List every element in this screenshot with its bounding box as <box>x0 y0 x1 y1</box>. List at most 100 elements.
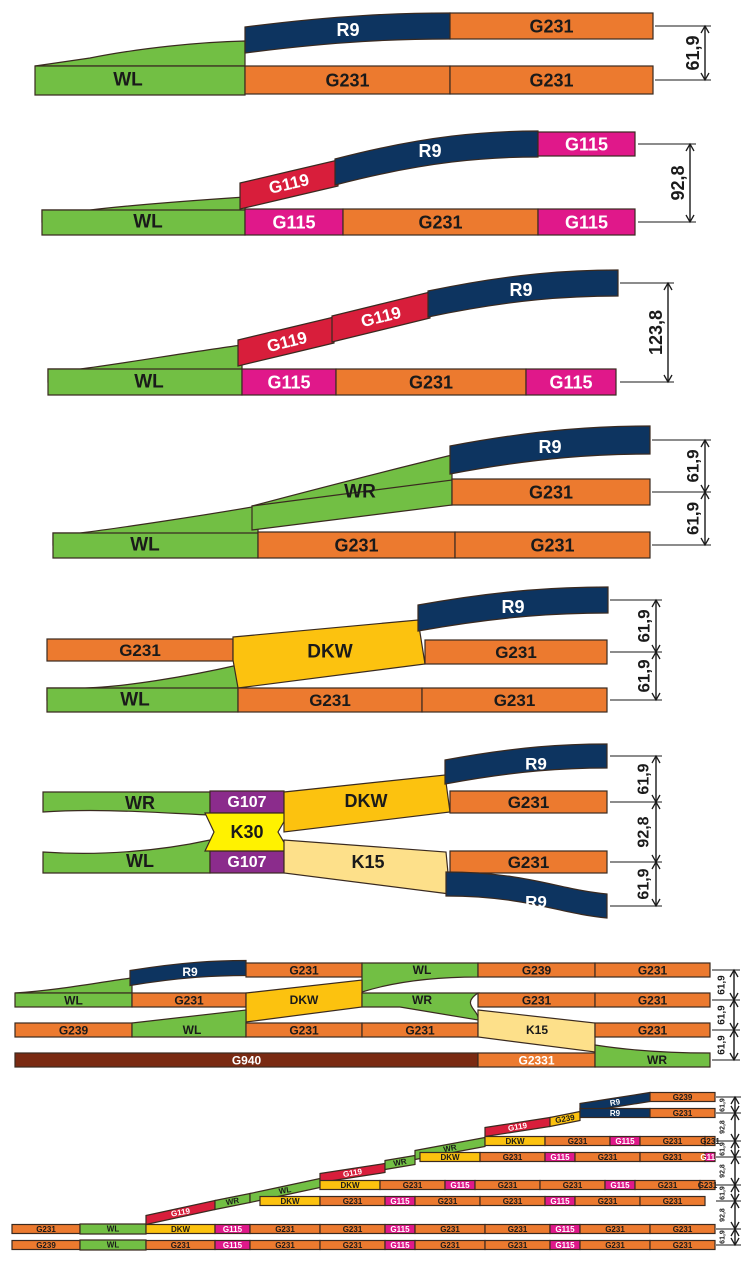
label-dkw: DKW <box>171 1225 191 1234</box>
layout-1-wl-r9: WL R9 G231 G231 G231 61,9 <box>34 12 711 96</box>
label-g107: G107 <box>227 854 266 871</box>
track-segment-g231 <box>342 208 539 236</box>
label-g231: G231 <box>403 1181 423 1190</box>
label-dkw: DKW <box>345 791 388 811</box>
label-g231: G231 <box>409 373 453 393</box>
dimension-value-d619: 61,9 <box>720 1098 727 1112</box>
label-r9: R9 <box>336 20 359 40</box>
turnout-wl-head <box>14 977 133 994</box>
dimension-arrow <box>700 72 710 82</box>
ladder-diagonal-g239 <box>549 1110 581 1128</box>
label-g119: G119 <box>170 1206 191 1218</box>
curve-r9 <box>417 586 609 632</box>
label-dkw: DKW <box>440 1153 460 1162</box>
dimension-arrow <box>685 142 695 152</box>
label-g231: G231 <box>334 536 378 556</box>
label-dkw: DKW <box>340 1181 360 1190</box>
label-r9: R9 <box>525 893 547 912</box>
label-g231: G231 <box>663 1153 683 1162</box>
dimension-arrow <box>729 968 739 978</box>
label-g115: G115 <box>550 1153 570 1162</box>
dimension-value-d619: 61,9 <box>635 659 654 692</box>
label-g115: G115 <box>550 1197 570 1206</box>
curve-r9 <box>449 425 651 475</box>
label-g115: G115 <box>390 1241 410 1250</box>
dimension-arrow <box>730 1199 740 1209</box>
label-g231: G231 <box>503 1153 523 1162</box>
dimension-arrow <box>685 214 695 224</box>
label-g115: G115 <box>267 373 310 393</box>
track-segment-g231 <box>449 65 654 95</box>
label-r9: R9 <box>509 280 532 300</box>
track-segment-g115 <box>704 1151 716 1163</box>
label-g231: G231 <box>530 536 574 556</box>
dimension-value-d928: 92,8 <box>668 165 688 200</box>
label-g231: G231 <box>508 1241 528 1250</box>
label-g115: G115 <box>450 1181 470 1190</box>
curve-r9-top <box>444 743 608 785</box>
label-wr: WR <box>443 1143 458 1154</box>
label-g231: G231 <box>405 1024 435 1038</box>
dimension-arrow <box>730 1155 740 1165</box>
label-g231: G231 <box>275 1241 295 1250</box>
track-segment-g231 <box>449 790 608 814</box>
dimension-value-d619: 61,9 <box>684 449 703 482</box>
track-segment-g231 <box>594 1022 711 1038</box>
dimension-arrow <box>730 1139 740 1149</box>
dimension-value-d619: 61,9 <box>636 763 653 794</box>
curve-r9 <box>427 269 619 318</box>
label-g231: G231 <box>663 1197 683 1206</box>
label-g231: G231 <box>568 1137 588 1146</box>
label-r9: R9 <box>538 437 561 457</box>
label-wl: WL <box>413 963 432 977</box>
track-segment-g231 <box>335 368 527 396</box>
label-r9: R9 <box>418 141 441 161</box>
dimension-value-d928: 92,8 <box>720 1164 727 1178</box>
dimension-value-d928: 92,8 <box>720 1208 727 1222</box>
layout-6-k30-k15: WR WL G107 G107 K30 DKW K15 R9 G231 G231 R9 61,9 92,… <box>42 743 662 919</box>
label-wr: WR <box>412 993 432 1007</box>
label-g231: G231 <box>343 1225 363 1234</box>
dimension-arrow <box>651 800 661 810</box>
label-g231: G231 <box>638 1024 668 1038</box>
label-wl: WL <box>133 212 163 233</box>
label-wr: WR <box>647 1053 667 1067</box>
label-wl: WL <box>113 70 143 91</box>
label-g231: G231 <box>508 1225 528 1234</box>
label-r9: R9 <box>501 597 524 617</box>
curve-g119-1 <box>237 316 335 367</box>
dimension-value-d619: 61,9 <box>636 868 653 899</box>
dimension-value-d619: 61,9 <box>720 1230 727 1244</box>
label-g231: G231 <box>36 1225 56 1234</box>
curve-r9-bottom <box>445 871 608 919</box>
dimension-arrow <box>700 537 710 547</box>
layout-7-yard: WL R9 G231 WL G239 G231 G231 DKW WR G231 G231 G239 W… <box>14 959 740 1068</box>
dimension-arrow <box>730 1095 740 1105</box>
label-wr: WR <box>393 1157 408 1168</box>
dimension-arrow <box>651 650 661 660</box>
track-segment-g231 <box>704 1135 716 1147</box>
track-segment-g231 <box>649 1239 716 1251</box>
label-g115: G115 <box>565 135 608 155</box>
layout-5-dkw: G231 WL DKW R9 G231 G231 G231 61,9 61,9 <box>46 586 662 713</box>
dimension-arrow <box>651 898 661 908</box>
dimension-arrow <box>700 24 710 34</box>
dimension-value-d619: 61,9 <box>717 1005 728 1025</box>
label-g107: G107 <box>227 794 266 811</box>
label-g231: G231 <box>171 1241 191 1250</box>
label-g231: G231 <box>638 994 668 1008</box>
turnout-wl <box>34 40 246 67</box>
label-g239: G239 <box>36 1241 56 1250</box>
label-k30: K30 <box>230 822 263 842</box>
label-g115: G115 <box>555 1241 575 1250</box>
label-wl: WL <box>64 994 83 1008</box>
label-g231: G231 <box>605 1241 625 1250</box>
track-segment-g231 <box>454 531 651 559</box>
label-g231: G231 <box>494 691 536 710</box>
dimension-arrow <box>729 998 739 1008</box>
label-g231: G231 <box>440 1225 460 1234</box>
label-g231: G231 <box>605 1225 625 1234</box>
track-segment-g231 <box>257 531 456 559</box>
label-g231: G231 <box>119 641 161 660</box>
